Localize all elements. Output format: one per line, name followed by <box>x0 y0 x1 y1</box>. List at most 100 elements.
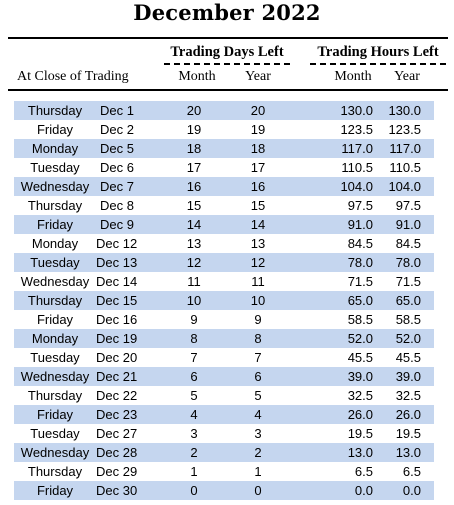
days-left-month-cell: 17 <box>186 160 202 175</box>
hours-left-year-cell: 71.5 <box>395 274 421 289</box>
header-top-rule <box>8 37 448 39</box>
days-left-year-cell: 8 <box>254 331 262 346</box>
days-left-year-cell: 9 <box>254 312 262 327</box>
days-left-month-cell: 0 <box>190 483 198 498</box>
table-row: Monday Dec 19 8 8 52.0 52.0 <box>14 329 434 348</box>
days-left-month-cell: 1 <box>190 464 198 479</box>
day-cell: Thursday <box>27 464 83 479</box>
days-left-month-cell: 6 <box>190 369 198 384</box>
day-cell: Wednesday <box>20 369 90 384</box>
hours-left-month-cell: 19.5 <box>347 426 373 441</box>
table-row: Tuesday Dec 20 7 7 45.5 45.5 <box>14 348 434 367</box>
hours-left-year-cell: 110.5 <box>389 160 421 175</box>
day-cell: Wednesday <box>20 445 90 460</box>
date-cell: Dec 22 <box>96 388 138 403</box>
day-cell: Friday <box>36 122 74 137</box>
days-left-month-cell: 16 <box>186 179 202 194</box>
hours-left-year-cell: 117.0 <box>389 141 421 156</box>
days-left-year-cell: 15 <box>250 198 266 213</box>
hours-left-year-cell: 0.0 <box>402 483 421 498</box>
days-left-month-cell: 5 <box>190 388 198 403</box>
days-left-year-cell: 13 <box>250 236 266 251</box>
days-left-year-cell: 18 <box>250 141 266 156</box>
header-bottom-rule <box>8 89 448 91</box>
days-left-year-cell: 2 <box>254 445 262 460</box>
date-cell: Dec 16 <box>96 312 138 327</box>
table-row: Friday Dec 23 4 4 26.0 26.0 <box>14 405 434 424</box>
day-cell: Friday <box>36 407 74 422</box>
days-left-year-cell: 0 <box>254 483 262 498</box>
hours-left-month-cell: 13.0 <box>347 445 373 460</box>
hours-left-year-cell: 97.5 <box>395 198 421 213</box>
day-cell: Thursday <box>27 103 83 118</box>
days-left-year-cell: 4 <box>254 407 262 422</box>
row-label-header: At Close of Trading <box>17 69 129 84</box>
days-left-year-cell: 10 <box>250 293 266 308</box>
hours-left-month-cell: 104.0 <box>340 179 373 194</box>
days-left-month-cell: 9 <box>190 312 198 327</box>
table-row: Monday Dec 12 13 13 84.5 84.5 <box>14 234 434 253</box>
date-cell: Dec 2 <box>100 122 134 137</box>
days-left-month-cell: 15 <box>186 198 202 213</box>
table-row: Thursday Dec 1 20 20 130.0 130.0 <box>14 101 434 120</box>
table-row: Thursday Dec 22 5 5 32.5 32.5 <box>14 386 434 405</box>
day-cell: Monday <box>31 331 79 346</box>
hours-left-month-cell: 117.0 <box>341 141 373 156</box>
date-cell: Dec 14 <box>96 274 138 289</box>
hours-left-month-cell: 84.5 <box>347 236 373 251</box>
date-cell: Dec 6 <box>100 160 134 175</box>
hours-left-month-cell: 45.5 <box>347 350 373 365</box>
days-left-year-cell: 7 <box>254 350 262 365</box>
days-left-year-cell: 5 <box>254 388 262 403</box>
hours-left-month-cell: 71.5 <box>347 274 373 289</box>
days-left-year-cell: 20 <box>250 103 266 118</box>
table-row: Thursday Dec 8 15 15 97.5 97.5 <box>14 196 434 215</box>
days-left-month-cell: 7 <box>190 350 198 365</box>
hours-left-month-cell: 58.5 <box>347 312 373 327</box>
table-row: Thursday Dec 15 10 10 65.0 65.0 <box>14 291 434 310</box>
days-left-year-cell: 11 <box>251 274 265 289</box>
table-row: Friday Dec 2 19 19 123.5 123.5 <box>14 120 434 139</box>
days-left-year-cell: 6 <box>254 369 262 384</box>
hours-left-year-cell: 58.5 <box>395 312 421 327</box>
hours-left-year-cell: 32.5 <box>395 388 421 403</box>
days-left-month-cell: 18 <box>186 141 202 156</box>
hours-left-month-cell: 0.0 <box>354 483 373 498</box>
date-cell: Dec 8 <box>100 198 134 213</box>
days-left-month-cell: 12 <box>186 255 202 270</box>
day-cell: Tuesday <box>30 160 80 175</box>
table-row: Wednesday Dec 14 11 11 71.5 71.5 <box>14 272 434 291</box>
table-row: Tuesday Dec 6 17 17 110.5 110.5 <box>14 158 434 177</box>
days-left-month-cell: 2 <box>190 445 198 460</box>
hours-left-year-cell: 104.0 <box>388 179 421 194</box>
days-left-month-cell: 14 <box>186 217 202 232</box>
hours-left-month-cell: 52.0 <box>347 331 373 346</box>
hours-left-year-cell: 123.5 <box>388 122 421 137</box>
hours-left-year-cell: 52.0 <box>395 331 421 346</box>
days-left-month-cell: 8 <box>190 331 198 346</box>
hours-left-year-cell: 84.5 <box>395 236 421 251</box>
table-row: Friday Dec 9 14 14 91.0 91.0 <box>14 215 434 234</box>
hours-left-year-cell: 130.0 <box>388 103 421 118</box>
days-left-year-cell: 3 <box>254 426 262 441</box>
trading-days-left-group-header: Trading Days Left <box>164 44 290 65</box>
trading-schedule-table: Thursday Dec 1 20 20 130.0 130.0 Friday Dec 2 19… <box>14 101 434 500</box>
day-cell: Wednesday <box>20 179 90 194</box>
day-cell: Thursday <box>27 198 83 213</box>
date-cell: Dec 21 <box>96 369 138 384</box>
date-cell: Dec 28 <box>96 445 138 460</box>
day-cell: Friday <box>36 217 74 232</box>
days-left-year-cell: 14 <box>250 217 266 232</box>
hours-left-year-cell: 26.0 <box>395 407 421 422</box>
hours-left-month-cell: 97.5 <box>347 198 373 213</box>
table-row: Wednesday Dec 28 2 2 13.0 13.0 <box>14 443 434 462</box>
days-year-header: Year <box>245 69 271 84</box>
day-cell: Tuesday <box>30 255 80 270</box>
date-cell: Dec 30 <box>96 483 138 498</box>
day-cell: Wednesday <box>20 274 90 289</box>
days-left-month-cell: 11 <box>187 274 201 289</box>
hours-left-month-cell: 39.0 <box>347 369 373 384</box>
date-cell: Dec 1 <box>100 103 134 118</box>
days-left-month-cell: 10 <box>186 293 202 308</box>
date-cell: Dec 7 <box>100 179 134 194</box>
